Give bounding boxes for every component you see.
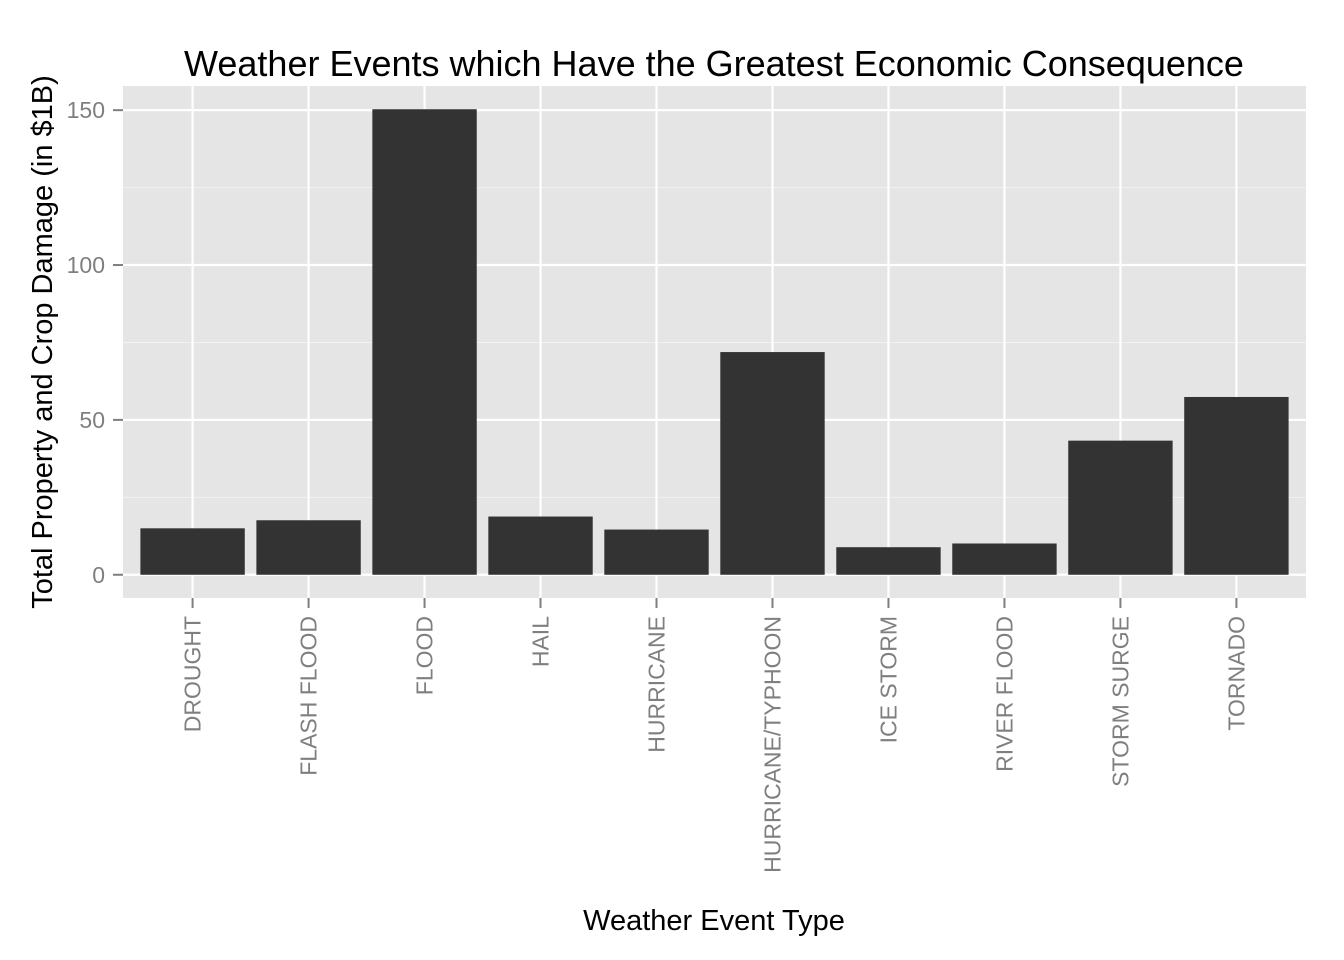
y-tick-label: 150 — [67, 97, 105, 123]
x-tick-label: FLASH FLOOD — [296, 616, 322, 776]
x-tick-label: DROUGHT — [180, 616, 206, 732]
bar-hurricane-typhoon — [720, 352, 825, 575]
bar-ice-storm — [836, 547, 941, 575]
y-axis: 0 50 100 150 — [67, 97, 123, 588]
x-tick-label: RIVER FLOOD — [991, 616, 1017, 772]
x-axis: DROUGHT FLASH FLOOD FLOOD HAIL HURRICANE HURR… — [180, 598, 1249, 873]
x-tick-label: HURRICANE — [644, 616, 670, 753]
x-axis-title: Weather Event Type — [583, 905, 845, 937]
bar-river-flood — [952, 543, 1057, 575]
bar-hail — [488, 516, 593, 575]
bar-flood — [372, 109, 477, 575]
x-tick-label: STORM SURGE — [1107, 616, 1133, 787]
bar-storm-surge — [1068, 440, 1173, 575]
y-tick-label: 100 — [67, 252, 105, 278]
chart-title: Weather Events which Have the Greatest E… — [184, 43, 1244, 84]
x-tick-label: FLOOD — [412, 616, 438, 695]
y-tick-label: 50 — [79, 407, 105, 433]
y-tick-label: 0 — [92, 562, 105, 588]
x-tick-label: ICE STORM — [875, 616, 901, 743]
y-axis-title: Total Property and Crop Damage (in $1B) — [27, 75, 59, 609]
bars — [140, 109, 1289, 575]
bar-tornado — [1184, 396, 1289, 575]
bar-flash-flood — [256, 520, 361, 575]
x-tick-label: HAIL — [528, 616, 554, 667]
x-tick-label: HURRICANE/TYPHOON — [759, 616, 785, 873]
bar-drought — [140, 528, 245, 575]
bar-hurricane — [604, 529, 709, 575]
x-tick-label: TORNADO — [1223, 616, 1249, 731]
